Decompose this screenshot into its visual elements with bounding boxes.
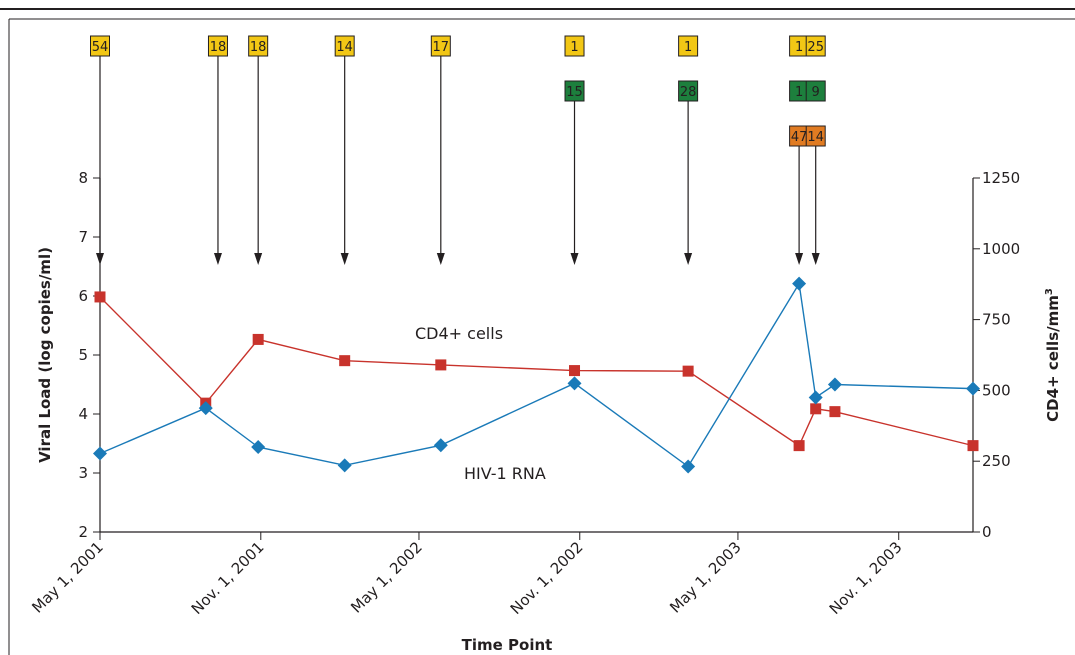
hiv-rna-data-point — [808, 390, 823, 405]
left-y-tick-label: 6 — [78, 287, 88, 305]
cd4-data-point — [810, 403, 822, 415]
cd4-data-point — [829, 406, 841, 418]
annotation-box-label: 25 — [807, 40, 824, 55]
annotation-box — [334, 35, 355, 57]
annotation-box-label: 1 — [570, 40, 578, 55]
hiv-rna-data-point — [681, 459, 696, 474]
right-y-axis-title-main: CD4+ cells/mm — [1044, 295, 1062, 422]
left-y-tick-label: 8 — [78, 169, 88, 187]
right-y-axis-title: CD4+ cells/mm3 — [1044, 288, 1062, 422]
annotation-box-label: 15 — [566, 85, 583, 100]
hiv-rna-data-point — [567, 376, 582, 391]
hiv-rna-data-point — [966, 381, 980, 396]
cd4-data-point — [967, 440, 979, 452]
right-y-tick-label: 750 — [982, 311, 1011, 329]
cd4-series-line — [99, 296, 974, 447]
annotation-box — [678, 35, 699, 57]
right-y-tick-label: 0 — [982, 523, 992, 541]
annotation-box — [207, 35, 228, 57]
series-layer — [93, 276, 980, 474]
hiv-rna-data-point — [93, 446, 107, 461]
cd4-data-point — [252, 333, 264, 345]
x-tick-label: May 1, 2003 — [666, 538, 745, 617]
right-y-tick-label: 500 — [982, 381, 1011, 399]
cd4-data-point — [94, 291, 106, 303]
annotation-box — [564, 80, 585, 102]
annotation-box — [564, 35, 585, 57]
tick-layer: 2 3 4 5 6 7 8 0 250 500 750 1000 1250 May 1, 2001 Nov.… — [28, 169, 1020, 618]
annotation-arrow-head — [213, 253, 222, 265]
annotation-layer: 54 18 18 14 17 1 15 1 28 1 1 47 25 9 14 — [90, 35, 826, 265]
annotation-box-label: 18 — [210, 40, 227, 55]
annotation-arrow-head — [340, 253, 349, 265]
annotation-box — [805, 80, 826, 102]
cd4-data-point — [682, 365, 694, 377]
annotation-arrow-head — [254, 253, 263, 265]
annotation-arrow-head — [570, 253, 579, 265]
hiv-rna-data-point — [827, 377, 842, 392]
annotation-arrow-head — [795, 253, 804, 265]
annotation-arrow-head — [436, 253, 445, 265]
annotation-box-label: 14 — [336, 40, 353, 55]
x-tick-label: May 1, 2001 — [28, 538, 107, 617]
hiv-rna-data-point — [433, 438, 448, 453]
x-tick-label: Nov. 1, 2001 — [188, 538, 268, 618]
annotation-box-label: 28 — [680, 85, 697, 100]
annotation-box-label: 54 — [92, 40, 109, 55]
annotation-box — [90, 35, 110, 57]
hiv-rna-data-point — [251, 440, 266, 455]
left-y-tick-label: 3 — [78, 464, 88, 482]
cd4-data-point — [569, 365, 581, 377]
annotation-box-label: 17 — [433, 40, 450, 55]
annotation-arrow-head — [811, 253, 820, 265]
annotation-box — [248, 35, 269, 57]
x-tick-label: Nov. 1, 2003 — [826, 538, 906, 618]
series-label-cd4: CD4+ cells — [415, 324, 503, 343]
cd4-data-point — [339, 355, 351, 367]
annotation-box — [805, 125, 826, 147]
right-y-tick-label: 1250 — [982, 169, 1020, 187]
left-y-axis-title: Viral Load (log copies/ml) — [36, 247, 54, 463]
annotation-box-label: 14 — [807, 130, 824, 145]
annotation-box-label: 1 — [795, 85, 803, 100]
left-y-tick-label: 2 — [78, 523, 88, 541]
cd4-data-point — [435, 359, 447, 371]
right-y-tick-label: 250 — [982, 452, 1011, 470]
left-y-tick-label: 5 — [78, 346, 88, 364]
annotation-box-label: 18 — [250, 40, 267, 55]
annotation-arrow-head — [684, 253, 693, 265]
hiv-rna-data-point — [792, 276, 807, 291]
cd4-data-point — [793, 440, 805, 452]
annotation-box-label: 9 — [812, 85, 820, 100]
annotation-box — [805, 35, 826, 57]
left-y-tick-label: 7 — [78, 228, 88, 246]
left-y-tick-label: 4 — [78, 405, 88, 423]
right-y-tick-label: 1000 — [982, 240, 1020, 258]
hiv-rna-data-point — [198, 401, 213, 416]
x-tick-label: May 1, 2002 — [347, 538, 426, 617]
annotation-box — [430, 35, 451, 57]
x-axis-title: Time Point — [462, 636, 553, 654]
hiv-rna-data-point — [337, 458, 352, 473]
x-tick-label: Nov. 1, 2002 — [507, 538, 587, 618]
series-label-hiv-rna: HIV-1 RNA — [464, 464, 546, 483]
right-y-axis-title-superscript: 3 — [1044, 288, 1055, 295]
hiv-rna-series-line — [99, 281, 974, 468]
annotation-box-label: 47 — [791, 130, 808, 145]
annotation-box — [678, 80, 699, 102]
annotation-box-label: 1 — [795, 40, 803, 55]
annotation-box-label: 1 — [684, 40, 692, 55]
